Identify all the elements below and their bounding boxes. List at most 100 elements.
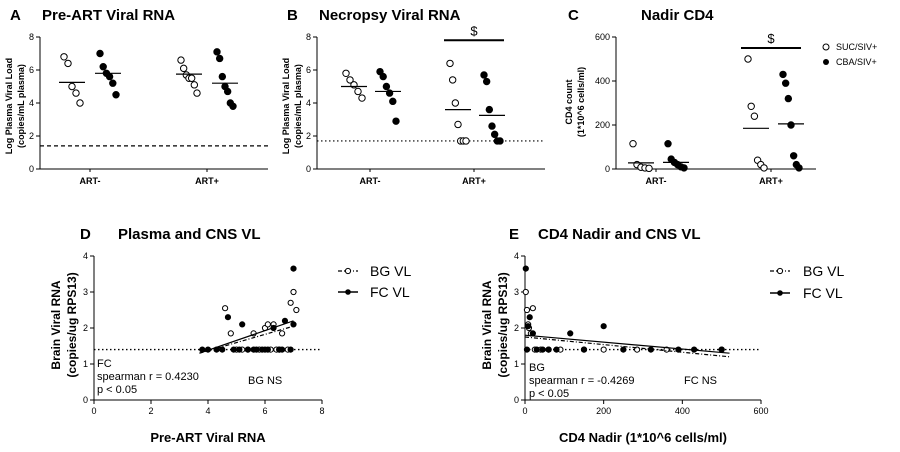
cba-siv-point bbox=[109, 79, 117, 87]
y-tick-label: 400 bbox=[595, 76, 610, 86]
fc-vl-point bbox=[290, 265, 297, 272]
suc-siv-point bbox=[446, 59, 454, 68]
panel-e-xlabel: CD4 Nadir (1*10^6 cells/ml) bbox=[559, 430, 727, 445]
panel-e-ann-spearman: spearman r = -0.4269 bbox=[529, 375, 634, 387]
cba-siv-point bbox=[488, 122, 496, 130]
significance-label: $ bbox=[470, 23, 478, 38]
suc-siv-point bbox=[64, 59, 72, 68]
suc-siv-point bbox=[346, 76, 354, 84]
panel-c-ylabel-2: (1*10^6 cells/ml) bbox=[576, 67, 586, 137]
x-tick-label: 2 bbox=[148, 406, 153, 416]
panel-e-ann-p: p < 0.05 bbox=[529, 388, 569, 400]
fc-vl-point bbox=[290, 321, 297, 328]
category-label: ART+ bbox=[759, 176, 783, 186]
panel-e-ylabel-2: (copies/ug RPS13) bbox=[496, 272, 510, 377]
y-tick-label: 1 bbox=[83, 359, 88, 369]
suc-siv-point bbox=[187, 74, 196, 82]
cba-siv-point bbox=[784, 94, 793, 103]
panel-b: B Necropsy Viral RNA Log Plasma Viral Lo… bbox=[281, 7, 545, 186]
suc-siv-point bbox=[462, 137, 470, 145]
panel-e-title: CD4 Nadir and CNS VL bbox=[538, 226, 701, 243]
panel-d-letter: D bbox=[80, 226, 91, 243]
cba-siv-point bbox=[490, 130, 499, 139]
panel-d-title: Plasma and CNS VL bbox=[118, 226, 261, 243]
y-tick-label: 0 bbox=[29, 164, 34, 174]
suc-siv-point bbox=[750, 112, 759, 120]
legend-bg-marker bbox=[776, 267, 784, 275]
fc-vl-point bbox=[236, 346, 243, 353]
panel-a-ylabel-2: (copies/mL plasma) bbox=[16, 64, 26, 148]
panel-e-ann-region: BG bbox=[529, 362, 545, 374]
suc-siv-point bbox=[76, 99, 84, 107]
x-tick-label: 600 bbox=[753, 406, 768, 416]
panel-b-marks: 0 2 4 6 8 ART- ART+ $ bbox=[306, 23, 545, 186]
panel-a-letter: A bbox=[10, 7, 21, 24]
fc-vl-point bbox=[545, 346, 552, 353]
cba-siv-point bbox=[392, 117, 400, 125]
panel-d-marks: 0 1 2 3 4 0 2 4 6 8 bbox=[83, 251, 325, 416]
fc-vl-point bbox=[580, 346, 588, 353]
suc-siv-point bbox=[342, 69, 350, 78]
panel-d-ann-region: FC bbox=[97, 358, 112, 370]
suc-siv-point bbox=[629, 140, 637, 148]
bg-vl-point bbox=[264, 321, 271, 328]
panel-d-ann-spearman: spearman r = 0.4230 bbox=[97, 371, 199, 383]
cba-siv-point bbox=[781, 79, 790, 87]
panel-e-ylabel-1: Brain Viral RNA bbox=[480, 280, 494, 369]
legend-fc-marker bbox=[777, 290, 783, 296]
suc-siv-point bbox=[451, 99, 460, 107]
bg-fit-line bbox=[524, 336, 730, 358]
panel-d-ann-p: p < 0.05 bbox=[97, 384, 137, 396]
y-tick-label: 3 bbox=[83, 287, 88, 297]
panel-e-letter: E bbox=[509, 226, 519, 243]
category-label: ART- bbox=[646, 176, 667, 186]
suc-siv-point bbox=[760, 164, 768, 172]
cba-siv-point bbox=[218, 72, 227, 81]
y-tick-label: 0 bbox=[605, 164, 610, 174]
panel-b-title: Necropsy Viral RNA bbox=[319, 7, 461, 24]
panel-a-marks: 0 2 4 6 8 ART- ART+ bbox=[29, 32, 268, 186]
cba-siv-point bbox=[389, 97, 397, 106]
panel-b-letter: B bbox=[287, 7, 298, 24]
y-tick-label: 0 bbox=[514, 395, 519, 405]
panel-a-title: Pre-ART Viral RNA bbox=[42, 7, 175, 24]
cba-siv-point bbox=[382, 82, 391, 91]
panel-e: E CD4 Nadir and CNS VL Brain Viral RNA (… bbox=[480, 226, 844, 445]
cba-siv-point bbox=[480, 71, 488, 79]
y-tick-label: 2 bbox=[306, 131, 311, 141]
fc-vl-point bbox=[526, 314, 533, 321]
panel-b-ylabel-1: Log Plasma Viral Load bbox=[281, 58, 291, 154]
fc-vl-point bbox=[718, 346, 725, 353]
fc-fit-line bbox=[199, 320, 294, 354]
panel-c-marks: 0 200 400 600 ART- ART+ $ bbox=[595, 31, 816, 186]
cba-siv-point bbox=[229, 102, 237, 111]
bg-fit-line bbox=[199, 325, 294, 354]
panel-d-xlabel: Pre-ART Viral RNA bbox=[150, 430, 266, 445]
panel-d-legend: BG VL FC VL bbox=[338, 263, 411, 300]
fc-vl-point bbox=[239, 321, 246, 328]
cba-siv-point bbox=[485, 105, 494, 114]
panel-d-annotations: FC spearman r = 0.4230 p < 0.05 BG NS bbox=[97, 358, 282, 396]
fc-vl-point bbox=[567, 330, 574, 337]
cba-siv-point bbox=[680, 164, 688, 172]
legend-fc-label: FC VL bbox=[370, 284, 410, 300]
y-tick-label: 200 bbox=[595, 120, 610, 130]
fc-vl-point bbox=[522, 265, 529, 272]
panel-c-ylabel-1: CD4 count bbox=[564, 79, 574, 124]
cba-siv-point bbox=[213, 48, 221, 56]
x-tick-label: 400 bbox=[675, 406, 690, 416]
fc-vl-point bbox=[287, 346, 294, 353]
suc-siv-point bbox=[177, 56, 185, 64]
panel-a: A Pre-ART Viral RNA Log Plasma Viral Loa… bbox=[4, 7, 268, 186]
fc-vl-point bbox=[230, 346, 237, 353]
bg-vl-point bbox=[529, 305, 536, 312]
legend-suc-label: SUC/SIV+ bbox=[836, 42, 877, 52]
cba-siv-point bbox=[482, 77, 491, 86]
fc-vl-point bbox=[600, 323, 607, 330]
suc-siv-point bbox=[72, 89, 80, 97]
y-tick-label: 6 bbox=[29, 65, 34, 75]
fc-vl-point bbox=[279, 346, 286, 353]
x-tick-label: 0 bbox=[522, 406, 527, 416]
y-tick-label: 8 bbox=[306, 32, 311, 42]
